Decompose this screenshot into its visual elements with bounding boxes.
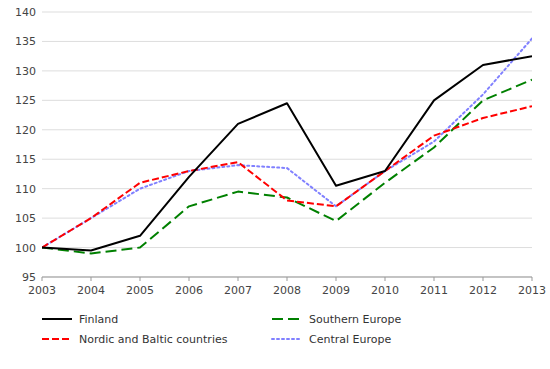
y-tick-label: 135 (15, 35, 36, 48)
y-tick-label: 140 (15, 6, 36, 19)
y-tick-label: 95 (22, 271, 36, 284)
x-tick-label: 2006 (175, 284, 203, 297)
legend-label: Central Europe (309, 333, 391, 346)
x-tick (91, 277, 92, 281)
x-tick (336, 277, 337, 281)
x-tick (434, 277, 435, 281)
chart: 95 100 105 110 115 120 125 130 135 140 2003 2004 200… (0, 0, 550, 369)
legend-label: Southern Europe (309, 313, 401, 326)
x-tick (189, 277, 190, 281)
y-tick-label: 130 (15, 65, 36, 78)
series-line (42, 106, 532, 247)
x-tick-label: 2011 (420, 284, 448, 297)
x-tick (287, 277, 288, 281)
y-tick-label: 115 (15, 153, 36, 166)
legend-label: Nordic and Baltic countries (79, 333, 228, 346)
legend-swatch (42, 318, 72, 320)
legend-label: Finland (79, 313, 118, 326)
series-line (42, 80, 532, 254)
grid-line (42, 100, 532, 101)
x-tick-label: 2012 (469, 284, 497, 297)
x-tick-label: 2003 (28, 284, 56, 297)
lines (42, 39, 532, 254)
grid-line (42, 159, 532, 160)
y-tick-label: 120 (15, 124, 36, 137)
y-tick-label: 105 (15, 212, 36, 225)
grid-line (42, 188, 532, 189)
x-tick (385, 277, 386, 281)
y-tick-label: 125 (15, 94, 36, 107)
legend-swatch (272, 338, 302, 340)
x-tick (483, 277, 484, 281)
grid (42, 12, 532, 277)
x-tick (532, 277, 533, 281)
grid-line (42, 41, 532, 42)
y-tick-label: 110 (15, 183, 36, 196)
legend-swatch (42, 338, 72, 340)
y-tick-label: 100 (15, 242, 36, 255)
legend: Finland Nordic and Baltic countries Southe… (42, 313, 401, 346)
x-tick-label: 2009 (322, 284, 350, 297)
series-line (42, 39, 532, 248)
grid-line (42, 218, 532, 219)
grid-line (42, 12, 532, 13)
x-tick (42, 277, 43, 281)
grid-line (42, 70, 532, 71)
grid-line (42, 129, 532, 130)
x-tick (140, 277, 141, 281)
x-tick-label: 2010 (371, 284, 399, 297)
grid-line (42, 247, 532, 248)
x-tick (238, 277, 239, 281)
x-tick-label: 2004 (77, 284, 105, 297)
x-tick-label: 2007 (224, 284, 252, 297)
legend-swatch (272, 318, 302, 320)
x-tick-label: 2005 (126, 284, 154, 297)
x-tick-label: 2008 (273, 284, 301, 297)
x-tick-label: 2013 (518, 284, 546, 297)
series-line (42, 56, 532, 250)
